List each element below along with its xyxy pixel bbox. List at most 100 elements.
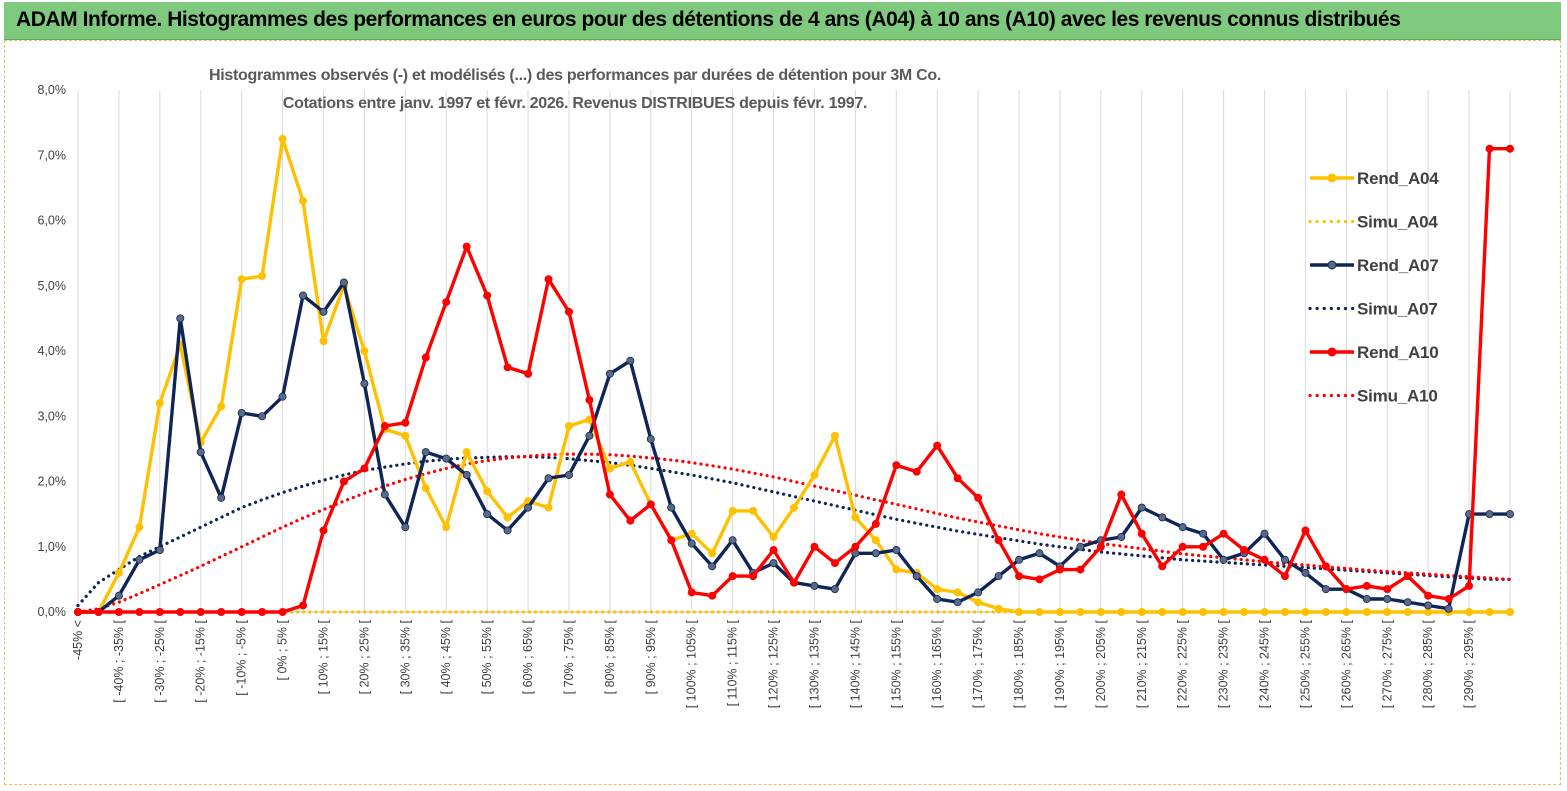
data-point-rend-a10	[339, 477, 348, 486]
data-point-rend-a07	[1015, 555, 1024, 564]
data-point-rend-a10	[1301, 526, 1310, 535]
data-point-rend-a07	[442, 454, 451, 463]
data-point-rend-a10	[442, 298, 451, 307]
data-point-rend-a04	[1199, 608, 1208, 617]
data-point-rend-a07	[278, 392, 287, 401]
data-point-rend-a10	[953, 474, 962, 483]
data-point-rend-a10	[585, 395, 594, 404]
y-tick-label: 1,0%	[38, 540, 67, 554]
data-point-rend-a07	[1035, 549, 1044, 558]
data-point-rend-a07	[626, 356, 635, 365]
data-point-rend-a10	[278, 608, 287, 617]
data-point-rend-a10	[196, 608, 205, 617]
data-point-rend-a10	[687, 588, 696, 597]
data-point-rend-a04	[953, 588, 962, 597]
x-tick-label: [ 260% ; 265% [	[1339, 619, 1353, 708]
x-tick-label: [ 190% ; 195% [	[1053, 619, 1067, 708]
y-tick-label: 8,0%	[38, 83, 67, 97]
data-point-rend-a07	[1301, 568, 1310, 577]
data-point-rend-a04	[1260, 608, 1269, 617]
data-point-rend-a07	[1506, 510, 1515, 519]
data-point-rend-a07	[892, 546, 901, 555]
x-tick-label: [ 10% ; 15% [	[316, 619, 330, 694]
data-point-rend-a04	[237, 275, 246, 284]
data-point-rend-a07	[524, 503, 533, 512]
data-point-rend-a04	[1158, 608, 1167, 617]
x-tick-label: [ 100% ; 105% [	[685, 619, 699, 708]
x-tick-label: [ 50% ; 55% [	[480, 619, 494, 694]
x-tick-label: [ 230% ; 235% [	[1217, 619, 1231, 708]
y-axis-ticks: 0,0% 1,0% 2,0% 3,0% 4,0% 5,0% 6,0% 7,0% 8,0%	[38, 83, 67, 619]
data-point-rend-a04	[810, 470, 819, 479]
x-tick-label: [ 70% ; 75% [	[562, 619, 576, 694]
data-point-rend-a10	[912, 467, 921, 476]
data-point-rend-a10	[1158, 562, 1167, 571]
data-point-rend-a10	[769, 546, 778, 555]
data-point-rend-a10	[237, 608, 246, 617]
data-point-rend-a07	[196, 448, 205, 457]
data-point-rend-a10	[176, 608, 185, 617]
data-point-rend-a07	[380, 490, 389, 499]
data-point-rend-a07	[1158, 513, 1167, 522]
data-point-rend-a07	[360, 379, 369, 388]
data-point-rend-a04	[728, 506, 737, 515]
data-point-rend-a10	[851, 542, 860, 551]
legend-label: Simu_A07	[1357, 300, 1438, 319]
series-line-simu-a10	[76, 452, 1512, 614]
data-point-rend-a07	[155, 546, 164, 555]
data-point-rend-a04	[544, 503, 553, 512]
legend-label: Simu_A04	[1357, 213, 1438, 232]
y-tick-label: 3,0%	[38, 409, 67, 423]
x-tick-label: [ 150% ; 155% [	[889, 619, 903, 708]
data-point-rend-a10	[749, 572, 758, 581]
data-point-rend-a04	[1280, 608, 1289, 617]
data-point-rend-a04	[401, 431, 410, 440]
data-point-rend-a04	[769, 532, 778, 541]
data-point-rend-a10	[462, 242, 471, 251]
data-point-rend-a10	[933, 441, 942, 450]
data-point-rend-a07	[339, 278, 348, 287]
data-point-rend-a04	[1219, 608, 1228, 617]
data-point-rend-a04	[1178, 608, 1187, 617]
data-point-rend-a04	[892, 565, 901, 574]
data-point-rend-a04	[114, 568, 123, 577]
data-point-rend-a10	[258, 608, 267, 617]
data-point-rend-a10	[524, 369, 533, 378]
data-point-rend-a04	[1055, 608, 1064, 617]
legend-item-simu-a07: Simu_A07	[1308, 300, 1438, 319]
data-point-rend-a04	[1485, 608, 1494, 617]
data-point-rend-a07	[1219, 555, 1228, 564]
data-point-rend-a07	[605, 369, 614, 378]
data-point-rend-a10	[217, 608, 226, 617]
legend-label: Rend_A07	[1357, 256, 1439, 275]
data-point-rend-a10	[299, 601, 308, 610]
x-tick-label: [ 80% ; 85% [	[603, 619, 617, 694]
data-point-rend-a10	[1035, 575, 1044, 584]
chart-title: Histogrammes observés (-) et modélisés (…	[209, 67, 941, 112]
data-point-rend-a04	[605, 464, 614, 473]
data-point-rend-a10	[728, 572, 737, 581]
x-tick-label: [ -40% ; -35% [	[112, 619, 126, 702]
data-point-rend-a04	[1342, 608, 1351, 617]
x-tick-label: [ 210% ; 215% [	[1135, 619, 1149, 708]
data-point-rend-a04	[278, 134, 287, 143]
data-point-rend-a04	[564, 422, 573, 431]
data-point-rend-a07	[708, 562, 717, 571]
data-point-rend-a04	[1035, 608, 1044, 617]
data-point-rend-a04	[708, 549, 717, 558]
x-tick-label: [ -10% ; -5% [	[235, 619, 249, 695]
data-point-rend-a04	[790, 503, 799, 512]
data-point-rend-a10	[544, 275, 553, 284]
data-point-rend-a04	[994, 604, 1003, 613]
x-tick-label: [ 180% ; 185% [	[1012, 619, 1026, 708]
data-point-rend-a07	[1362, 594, 1371, 603]
data-point-rend-a04	[1403, 608, 1412, 617]
x-tick-label: [ 110% ; 115% [	[726, 619, 740, 706]
x-tick-label: [ 20% ; 25% [	[357, 619, 371, 694]
data-point-rend-a07	[401, 523, 410, 532]
data-point-rend-a10	[994, 536, 1003, 545]
data-point-rend-a07	[503, 526, 512, 535]
data-point-rend-a04	[442, 523, 451, 532]
series-line-rend-a04	[78, 137, 1510, 614]
